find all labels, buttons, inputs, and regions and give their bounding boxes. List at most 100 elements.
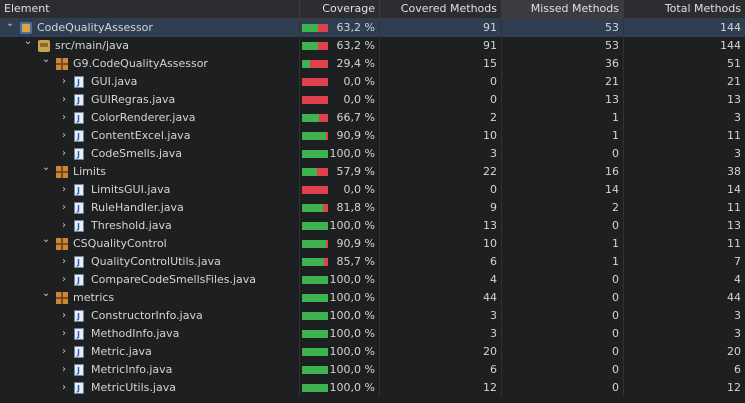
coverage-bar-covered	[302, 204, 323, 212]
column-header-missed-methods[interactable]: Missed Methods	[502, 0, 624, 18]
total-methods-cell: 3	[734, 309, 741, 322]
collapsed-chevron-icon[interactable]: ›	[62, 220, 66, 231]
collapsed-chevron-icon[interactable]: ›	[62, 310, 66, 321]
collapsed-chevron-icon[interactable]: ›	[62, 148, 66, 159]
collapsed-chevron-icon[interactable]: ›	[62, 328, 66, 339]
coverage-bar	[302, 78, 328, 86]
expand-chevron-icon[interactable]: ⌄	[41, 235, 51, 245]
element-label: ConstructorInfo.java	[91, 309, 203, 322]
coverage-bar	[302, 114, 328, 122]
element-label: src/main/java	[55, 39, 130, 52]
collapsed-chevron-icon[interactable]: ›	[62, 112, 66, 123]
collapsed-chevron-icon[interactable]: ›	[62, 76, 66, 87]
table-row[interactable]: ⌄ CodeQualityAssessor 63,2 % 91 53 144	[0, 19, 745, 37]
coverage-percent: 29,4 %	[336, 57, 375, 70]
expand-chevron-icon[interactable]: ⌄	[5, 19, 15, 29]
total-methods-cell: 7	[734, 255, 741, 268]
coverage-cell: 100,0 %	[300, 145, 380, 163]
expand-chevron-icon[interactable]: ⌄	[41, 55, 51, 65]
coverage-bar	[302, 42, 328, 50]
collapsed-chevron-icon[interactable]: ›	[62, 346, 66, 357]
collapsed-chevron-icon[interactable]: ›	[62, 94, 66, 105]
element-cell: ⌄ src/main/java	[0, 37, 300, 55]
collapsed-chevron-icon[interactable]: ›	[62, 130, 66, 141]
table-row[interactable]: › RuleHandler.java 81,8 % 92 11	[0, 199, 745, 217]
total-methods-cell: 11	[727, 237, 741, 250]
element-label: ColorRenderer.java	[91, 111, 196, 124]
covered-methods-cell: 6	[380, 253, 502, 271]
collapsed-chevron-icon[interactable]: ›	[62, 274, 66, 285]
column-header-coverage[interactable]: Coverage	[300, 0, 380, 18]
coverage-cell: 0,0 %	[300, 73, 380, 91]
coverage-bar-missed	[326, 132, 328, 140]
coverage-cell: 0,0 %	[300, 181, 380, 199]
table-row[interactable]: ⌄ metrics 100,0 % 44 0 44	[0, 289, 745, 307]
element-cell: ⌄ CSQualityControl	[0, 235, 300, 253]
coverage-bar-covered	[302, 168, 317, 176]
covered-methods-cell: 15	[380, 55, 502, 73]
coverage-cell: 100,0 %	[300, 271, 380, 289]
table-row[interactable]: ⌄ CSQualityControl 90,9 % 10 1 11	[0, 235, 745, 253]
coverage-bar-covered	[302, 240, 326, 248]
coverage-bar-covered	[302, 348, 328, 356]
missed-methods-cell: 53	[502, 37, 624, 55]
total-methods-cell: 11	[727, 129, 741, 142]
column-header-total-methods[interactable]: Total Methods	[664, 2, 741, 15]
missed-methods-cell: 2	[502, 199, 624, 217]
element-label: metrics	[73, 291, 115, 304]
table-row[interactable]: ⌄ Limits 57,9 % 22 16 38	[0, 163, 745, 181]
missed-methods-cell: 0	[502, 343, 624, 361]
collapsed-chevron-icon[interactable]: ›	[62, 256, 66, 267]
coverage-bar-missed	[326, 240, 328, 248]
table-row[interactable]: › ColorRenderer.java 66,7 % 21 3	[0, 109, 745, 127]
collapsed-chevron-icon[interactable]: ›	[62, 202, 66, 213]
element-cell: ⌄ Limits	[0, 163, 300, 181]
coverage-bar	[302, 150, 328, 158]
missed-methods-cell: 53	[502, 19, 624, 37]
coverage-percent: 100,0 %	[329, 363, 375, 376]
element-cell: › RuleHandler.java	[0, 199, 300, 217]
collapsed-chevron-icon[interactable]: ›	[62, 382, 66, 393]
coverage-bar	[302, 240, 328, 248]
covered-methods-cell: 12	[380, 379, 502, 397]
total-methods-cell: 3	[734, 111, 741, 124]
coverage-bar	[302, 186, 328, 194]
column-header-element[interactable]: Element	[0, 0, 300, 18]
coverage-bar-covered	[302, 384, 328, 392]
expand-chevron-icon[interactable]: ⌄	[23, 37, 33, 47]
table-row[interactable]: ⌄ G9.CodeQualityAssessor 29,4 % 15 36 51	[0, 55, 745, 73]
element-label: Threshold.java	[91, 219, 172, 232]
coverage-percent: 66,7 %	[336, 111, 375, 124]
collapsed-chevron-icon[interactable]: ›	[62, 364, 66, 375]
total-methods-cell: 21	[727, 75, 741, 88]
covered-methods-cell: 3	[380, 307, 502, 325]
element-label: ContentExcel.java	[91, 129, 191, 142]
expand-chevron-icon[interactable]: ⌄	[41, 289, 51, 299]
coverage-bar-covered	[302, 294, 328, 302]
table-row[interactable]: › QualityControlUtils.java 85,7 % 61 7	[0, 253, 745, 271]
java-file-icon	[74, 92, 84, 109]
collapsed-chevron-icon[interactable]: ›	[62, 184, 66, 195]
java-file-icon	[74, 308, 84, 325]
total-methods-cell: 3	[734, 327, 741, 340]
table-row[interactable]: ⌄ src/main/java 63,2 % 91 53 144	[0, 37, 745, 55]
coverage-percent: 0,0 %	[343, 93, 375, 106]
java-file-icon	[74, 200, 84, 217]
element-label: CodeSmells.java	[91, 147, 183, 160]
column-header-covered-methods[interactable]: Covered Methods	[380, 0, 502, 18]
expand-chevron-icon[interactable]: ⌄	[41, 163, 51, 173]
coverage-bar-covered	[302, 312, 328, 320]
missed-methods-cell: 0	[502, 361, 624, 379]
